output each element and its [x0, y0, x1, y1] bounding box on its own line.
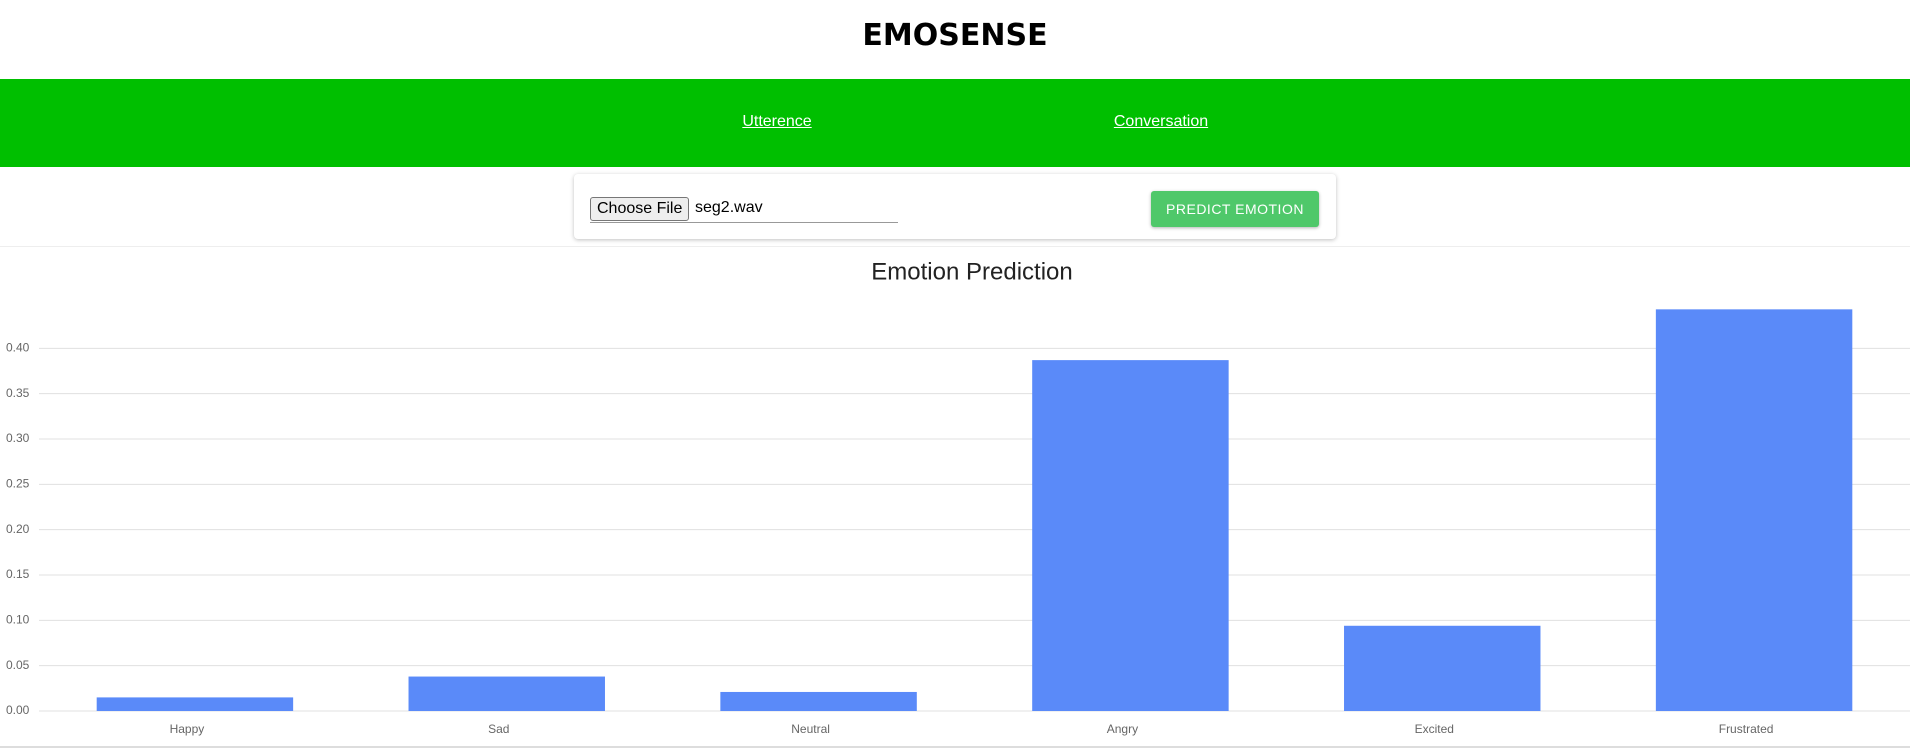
underline [590, 222, 898, 223]
bar [408, 676, 605, 711]
nav-link[interactable]: Conversation [1113, 113, 1209, 130]
file-button[interactable]: Choose File [590, 197, 690, 221]
x-tick-label: Happy [170, 722, 205, 736]
chart-title: Emotion Prediction [871, 258, 1072, 285]
upload-card: Choose File seg2.wav PREDICT EMOTION [574, 174, 1336, 239]
separator [0, 246, 1910, 247]
x-tick-label: Angry [1107, 722, 1138, 736]
bar [720, 691, 917, 711]
nav-link[interactable]: Utterence [742, 113, 812, 130]
y-tick-label: 0.15 [6, 567, 30, 581]
bar [1655, 309, 1853, 711]
nav-bar: Utterence Conversation [0, 79, 1910, 167]
bar [96, 697, 294, 711]
y-tick-label: 0.20 [6, 522, 30, 536]
y-tick-label: 0.00 [6, 703, 30, 717]
y-tick-label: 0.10 [6, 613, 30, 627]
bar [1032, 360, 1229, 711]
x-tick-label: Frustrated [1719, 722, 1774, 736]
y-tick-label: 0.40 [6, 341, 30, 355]
y-tick-label: 0.35 [6, 386, 30, 400]
predict-button[interactable]: PREDICT EMOTION [1151, 191, 1319, 227]
x-tick-label: Excited [1415, 722, 1454, 736]
y-tick-label: 0.05 [6, 658, 30, 672]
bar [1344, 625, 1541, 711]
app-title: EMOSENSE [862, 18, 1048, 53]
y-tick-label: 0.30 [6, 431, 30, 445]
x-tick-label: Sad [488, 722, 509, 736]
y-tick-label: 0.25 [6, 477, 30, 491]
file-name: seg2.wav [695, 199, 763, 216]
x-tick-label: Neutral [791, 722, 830, 736]
